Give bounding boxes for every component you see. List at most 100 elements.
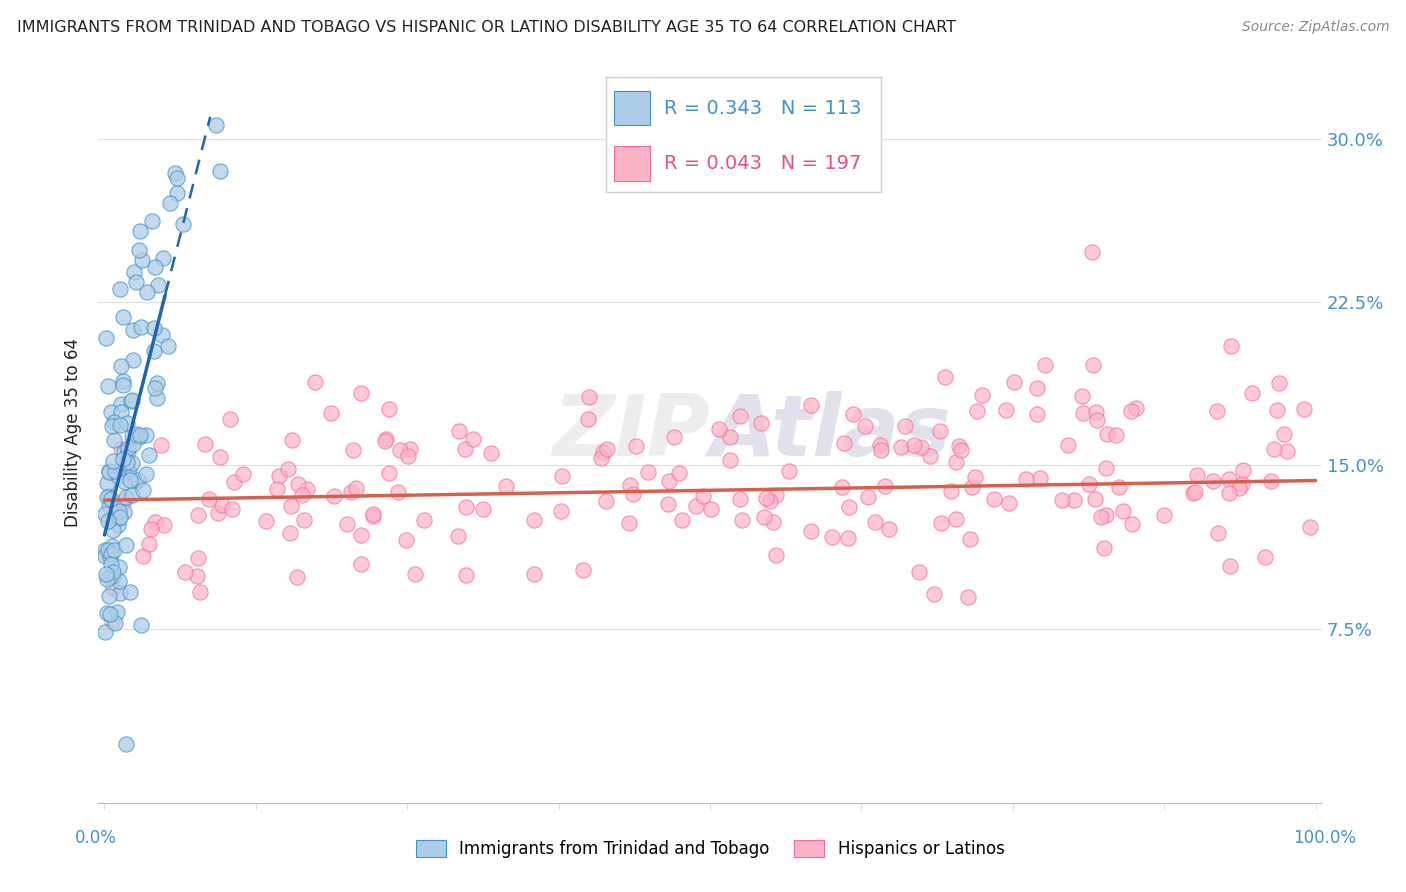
Point: [399, 442, 422, 457]
Point: [800, 524, 823, 539]
Point: [404, 566, 426, 581]
Point: [983, 491, 1005, 506]
Point: [146, 391, 169, 405]
Point: [297, 482, 319, 496]
Point: [121, 352, 143, 367]
Point: [131, 549, 153, 563]
Point: [152, 252, 174, 266]
Point: [117, 441, 139, 455]
Point: [447, 529, 470, 543]
Point: [120, 393, 142, 408]
Point: [821, 530, 844, 544]
Point: [1206, 525, 1229, 540]
Point: [103, 453, 125, 467]
Point: [166, 186, 188, 200]
Point: [97, 379, 120, 393]
Point: [108, 504, 131, 518]
Point: [728, 492, 751, 507]
Point: [143, 515, 166, 529]
Point: [101, 615, 124, 629]
Point: [957, 590, 980, 604]
Point: [97, 465, 120, 479]
Point: [174, 566, 197, 580]
Point: [98, 489, 121, 503]
Point: [94, 549, 117, 564]
Point: [1097, 426, 1119, 441]
Point: [657, 497, 679, 511]
Point: [98, 589, 121, 603]
Point: [323, 489, 346, 503]
Point: [350, 386, 373, 401]
Point: [1104, 428, 1126, 442]
Point: [596, 442, 619, 456]
Point: [108, 282, 131, 296]
Point: [100, 557, 122, 571]
Point: [523, 566, 546, 581]
Point: [387, 484, 409, 499]
Point: [208, 450, 231, 465]
Point: [152, 518, 174, 533]
Point: [1219, 338, 1241, 352]
Point: [166, 171, 188, 186]
Point: [145, 260, 167, 274]
Point: [108, 509, 131, 524]
Point: [117, 463, 139, 477]
Point: [143, 381, 166, 395]
Point: [479, 446, 502, 460]
Point: [995, 403, 1018, 417]
Point: [135, 285, 157, 300]
Point: [1232, 463, 1254, 477]
Point: [1181, 486, 1204, 500]
Point: [456, 500, 478, 514]
Point: [752, 510, 775, 524]
Point: [1218, 486, 1240, 500]
Point: [1015, 472, 1038, 486]
Point: [375, 432, 398, 446]
Point: [858, 491, 880, 505]
Point: [111, 374, 134, 388]
Point: [907, 566, 929, 580]
Point: [578, 390, 600, 404]
Point: [550, 468, 572, 483]
Point: [668, 466, 690, 480]
Point: [100, 405, 122, 419]
Point: [98, 500, 121, 514]
Point: [110, 442, 132, 456]
Point: [125, 427, 148, 442]
Text: 0.0%: 0.0%: [75, 829, 117, 847]
Point: [107, 469, 129, 483]
Point: [869, 438, 891, 452]
Point: [304, 376, 326, 390]
Text: Source: ZipAtlas.com: Source: ZipAtlas.com: [1241, 20, 1389, 34]
Point: [110, 397, 132, 411]
Point: [96, 566, 118, 581]
Point: [637, 465, 659, 479]
Point: [112, 378, 135, 392]
Point: [1026, 407, 1049, 421]
Point: [1085, 412, 1108, 426]
Point: [141, 214, 163, 228]
Point: [959, 532, 981, 546]
Point: [1153, 508, 1175, 523]
Point: [934, 370, 956, 384]
Point: [928, 424, 950, 438]
Point: [107, 464, 129, 478]
Point: [870, 442, 893, 457]
Point: [96, 475, 118, 490]
Point: [378, 467, 401, 481]
Point: [1004, 376, 1026, 390]
Legend: Immigrants from Trinidad and Tobago, Hispanics or Latinos: Immigrants from Trinidad and Tobago, His…: [409, 833, 1011, 865]
Point: [832, 436, 855, 450]
Point: [879, 522, 901, 536]
Point: [755, 491, 778, 505]
Point: [135, 467, 157, 481]
Point: [1185, 467, 1208, 482]
Point: [945, 512, 967, 526]
Point: [101, 419, 124, 434]
Point: [692, 489, 714, 503]
Point: [129, 320, 152, 334]
Point: [103, 416, 125, 430]
Point: [100, 547, 122, 561]
Point: [800, 398, 823, 412]
Point: [837, 531, 859, 545]
